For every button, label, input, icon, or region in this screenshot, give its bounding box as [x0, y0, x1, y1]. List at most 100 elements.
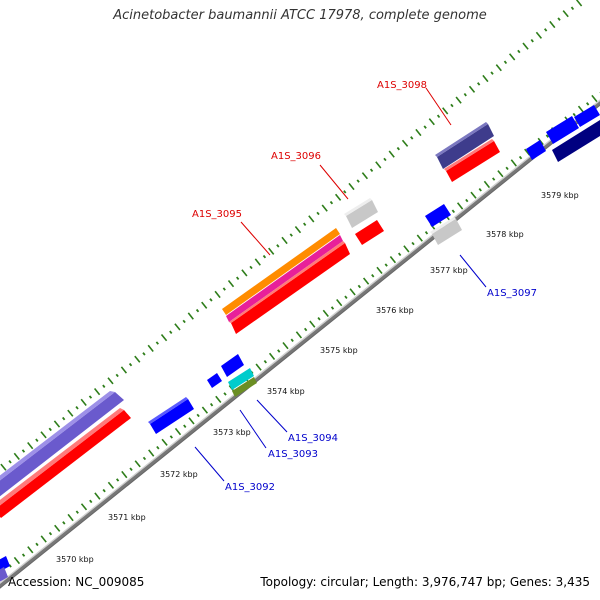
inner-track-tick	[263, 360, 267, 364]
outer-track-tick	[155, 341, 159, 345]
outer-track-tick	[120, 366, 128, 374]
outer-track-tick	[428, 118, 435, 126]
gene-feature-grey-3097[interactable]	[432, 219, 462, 245]
outer-tick-track	[0, 0, 583, 471]
outer-track-tick	[356, 179, 360, 183]
outer-track-tick	[436, 114, 441, 119]
outer-track-tick	[227, 280, 235, 288]
gene-feature-blue-right-1[interactable]	[526, 140, 546, 160]
gene-feature-slate-3098[interactable]	[437, 124, 494, 169]
outer-track-tick	[503, 60, 508, 65]
cds-feature-red-3098[interactable]	[446, 141, 500, 182]
gene-feature-grey-3097-top	[430, 217, 456, 234]
inner-track-tick	[62, 521, 66, 525]
outer-track-tick	[214, 290, 221, 299]
gene-label-A1S_3093[interactable]: A1S_3093	[268, 449, 318, 460]
outer-track-tick	[147, 344, 154, 353]
gene-label-A1S_3097[interactable]: A1S_3097	[487, 288, 537, 299]
gene-feature-grey-3096[interactable]	[346, 200, 378, 228]
gene-feature-olive-3093[interactable]	[232, 377, 257, 397]
gene-label-A1S_3098[interactable]: A1S_3098	[377, 80, 427, 91]
outer-track-tick	[201, 301, 208, 309]
outer-track-tick	[40, 431, 47, 439]
inner-track-tick	[362, 277, 370, 285]
inner-track-tick	[349, 288, 356, 296]
inner-track-tick	[188, 417, 195, 425]
gene-label-A1S_3092[interactable]: A1S_3092	[225, 482, 275, 493]
inner-track-tick	[344, 295, 348, 299]
outer-track-tick	[570, 6, 575, 11]
inner-track-tick	[35, 542, 39, 547]
outer-track-tick	[134, 355, 141, 363]
outer-track-tick	[289, 233, 293, 237]
inner-track-tick	[21, 553, 26, 557]
outer-track-tick	[195, 308, 200, 313]
inner-track-tick	[586, 102, 590, 106]
inner-track-tick	[40, 535, 47, 543]
outer-track-tick	[450, 103, 454, 108]
scale-label-3570: 3570 kbp	[56, 555, 94, 564]
gene-feature-blue-small[interactable]	[207, 373, 222, 388]
gene-feature-blue-right-2[interactable]	[546, 116, 579, 144]
cds-feature-red-3096[interactable]	[355, 220, 384, 245]
inner-tick-track	[0, 92, 600, 575]
scale-label-3575: 3575 kbp	[320, 346, 358, 355]
gene-feature-navy-right[interactable]	[552, 120, 600, 162]
inner-track-tick	[497, 170, 504, 178]
outer-track-tick	[209, 298, 213, 302]
inner-track-tick	[148, 449, 155, 457]
gene-feature-blue-3097[interactable]	[425, 204, 451, 227]
scale-label-3578: 3578 kbp	[486, 230, 524, 239]
gene-label-A1S_3095[interactable]: A1S_3095	[192, 209, 242, 220]
inner-track-tick	[577, 105, 585, 113]
outer-track-tick	[410, 136, 414, 140]
inner-track-tick	[156, 445, 160, 450]
inner-track-tick	[129, 467, 133, 471]
gene-feature-blue-3092[interactable]	[150, 399, 194, 434]
outer-track-tick	[468, 85, 476, 93]
gene-feature-orange[interactable]	[222, 228, 340, 315]
inner-track-tick	[277, 349, 281, 353]
gene-feature-cyan-3094[interactable]	[228, 368, 254, 390]
outer-track-tick	[93, 387, 101, 396]
inner-track-tick	[336, 299, 343, 307]
gene-feature-lavender-edge	[0, 567, 8, 582]
outer-track-tick	[102, 384, 106, 388]
outer-track-tick	[48, 427, 52, 432]
gene-feature-blue-mid[interactable]	[221, 354, 244, 377]
scale-label-3579: 3579 kbp	[541, 191, 579, 200]
outer-track-tick	[490, 71, 494, 75]
gene-feature-pink[interactable]	[226, 235, 343, 322]
gene-labels: A1S_3095 A1S_3096 A1S_3098 A1S_3092 A1S_…	[192, 80, 537, 493]
outer-track-tick	[369, 168, 374, 172]
reverse-strand-features	[0, 105, 600, 582]
outer-track-tick	[401, 139, 409, 147]
cds-feature-red-3095[interactable]	[231, 243, 350, 334]
inner-track-tick	[483, 180, 491, 189]
gene-feature-lavender-top	[0, 391, 115, 481]
scale-labels: 3570 kbp 3571 kbp 3572 kbp 3573 kbp 3574…	[56, 191, 579, 564]
genome-backbone	[0, 99, 600, 589]
gene-label-A1S_3096[interactable]: A1S_3096	[271, 151, 321, 162]
inner-track-tick	[89, 499, 93, 504]
inner-track-tick	[27, 546, 34, 554]
inner-track-tick	[169, 435, 173, 439]
outer-track-tick	[334, 193, 342, 201]
inner-track-tick	[80, 503, 88, 511]
gene-feature-blue-edge[interactable]	[0, 556, 10, 572]
cds-feature-red-3098-top	[444, 139, 494, 171]
inner-track-tick	[545, 134, 550, 138]
gene-label-A1S_3094[interactable]: A1S_3094	[288, 433, 338, 444]
outer-track-tick	[0, 463, 7, 471]
inner-track-tick	[492, 177, 496, 181]
gene-feature-blue-right-3[interactable]	[574, 105, 600, 127]
gene-feature-lavender[interactable]	[0, 392, 124, 504]
inner-track-tick	[371, 274, 375, 278]
cds-feature-red-left[interactable]	[0, 410, 131, 518]
outer-track-tick	[329, 200, 334, 205]
outer-track-tick	[222, 287, 226, 291]
outer-track-tick	[348, 182, 355, 191]
outer-track-tick	[182, 319, 186, 324]
